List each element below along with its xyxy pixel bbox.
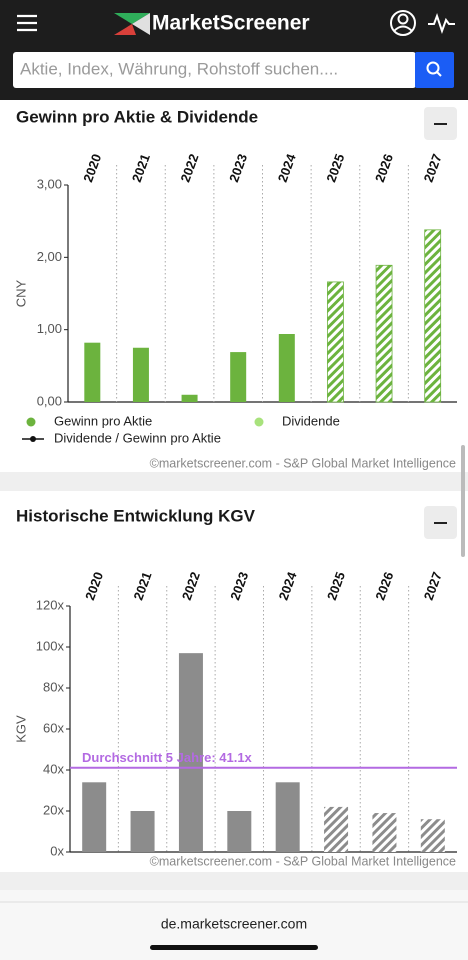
chart-title: Gewinn pro Aktie & Dividende xyxy=(16,107,258,126)
bar xyxy=(178,653,203,852)
y-tick-label: 100x xyxy=(36,638,65,653)
user-icon[interactable] xyxy=(390,10,416,36)
card xyxy=(0,491,468,872)
chart-title: Historische Entwicklung KGV xyxy=(16,506,256,525)
activity-icon[interactable] xyxy=(428,13,455,35)
y-axis-label: KGV xyxy=(13,715,28,743)
scrollbar xyxy=(461,445,465,557)
bar xyxy=(375,264,393,403)
legend-label: Dividende / Gewinn pro Aktie xyxy=(54,430,221,445)
bar xyxy=(230,352,247,402)
bar xyxy=(275,782,300,852)
bar xyxy=(324,806,349,852)
y-tick-label: 1,00 xyxy=(37,321,62,336)
bar xyxy=(84,342,101,402)
search-button[interactable] xyxy=(415,52,454,88)
legend-label: Dividende xyxy=(282,413,340,428)
y-tick-label: 120x xyxy=(36,597,65,612)
logo-icon[interactable] xyxy=(114,13,150,35)
legend-marker xyxy=(30,436,36,442)
y-tick-label: 40x xyxy=(43,761,64,776)
average-label: Durchschnitt 5 Jahre: 41.1x xyxy=(82,750,253,765)
bar xyxy=(132,347,149,402)
bar xyxy=(278,334,295,402)
y-tick-label: 60x xyxy=(43,720,64,735)
url[interactable]: de.marketscreener.com xyxy=(161,916,307,932)
bar xyxy=(82,782,107,852)
bar xyxy=(181,394,198,402)
logo[interactable]: MarketScreener xyxy=(152,12,310,35)
bar xyxy=(372,813,397,852)
legend-marker xyxy=(26,417,36,427)
y-tick-label: 3,00 xyxy=(37,176,62,191)
bar xyxy=(424,229,442,403)
y-tick-label: 0x xyxy=(50,843,64,858)
y-tick-label: 2,00 xyxy=(37,249,62,264)
y-tick-label: 80x xyxy=(43,679,64,694)
search-input[interactable] xyxy=(13,52,416,88)
legend-marker xyxy=(254,417,264,427)
y-axis-label: CNY xyxy=(13,279,28,307)
legend-label: Gewinn pro Aktie xyxy=(54,413,152,428)
y-tick-label: 20x xyxy=(43,802,64,817)
bar xyxy=(130,811,155,852)
source: ©marketscreener.com - S&P Global Market … xyxy=(150,854,456,868)
bar xyxy=(227,811,252,852)
search-icon[interactable] xyxy=(426,61,442,77)
home-indicator xyxy=(150,945,318,950)
source: ©marketscreener.com - S&P Global Market … xyxy=(150,456,456,470)
menu-icon[interactable] xyxy=(17,14,37,32)
y-tick-label: 0,00 xyxy=(37,393,62,408)
bar xyxy=(420,819,445,852)
search-placeholder[interactable]: Aktie, Index, Währung, Rohstoff suchen..… xyxy=(20,59,338,78)
bar xyxy=(327,281,344,403)
